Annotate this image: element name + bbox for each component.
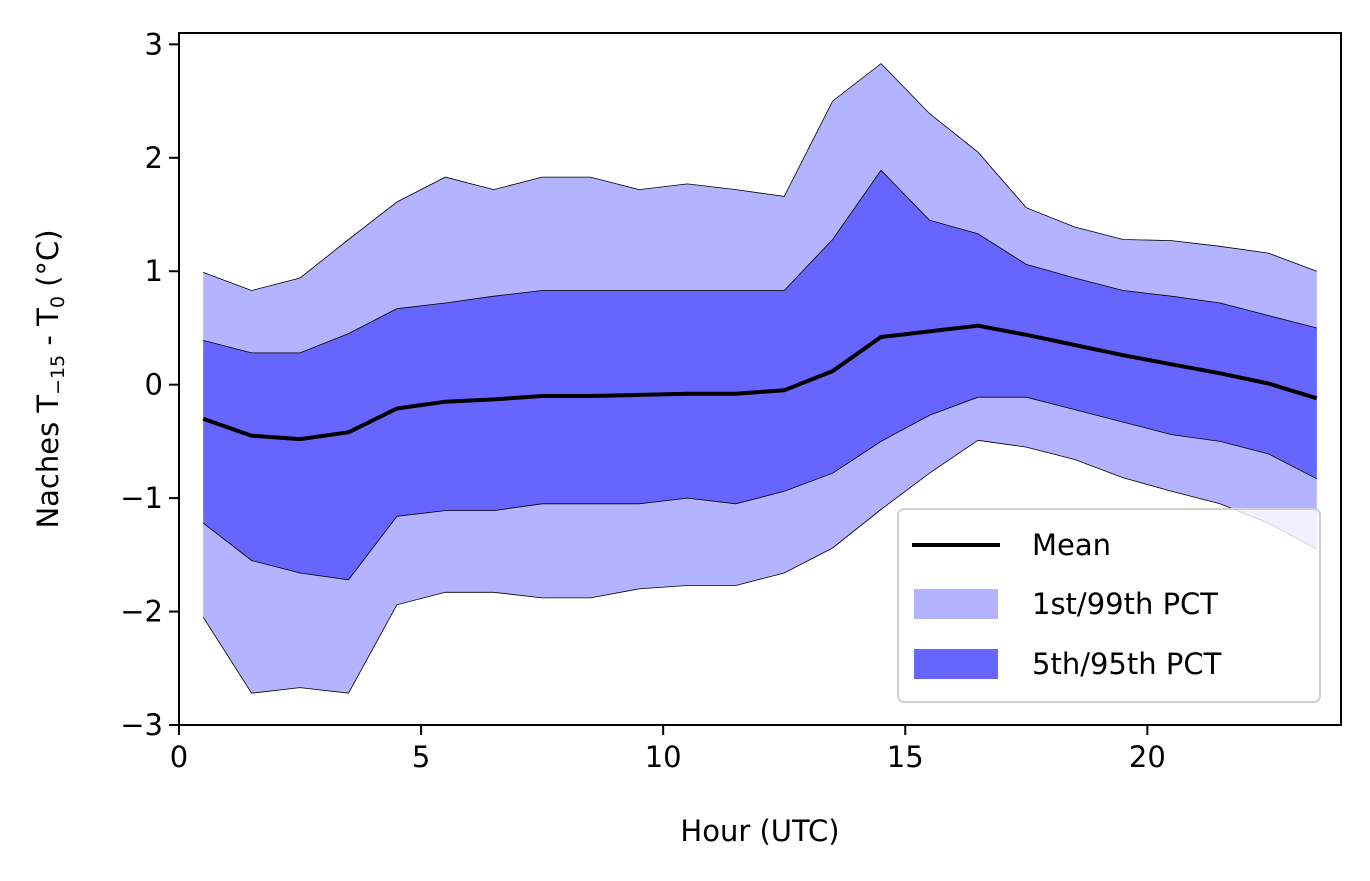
y-axis-label-sub1: −15 [47, 355, 69, 395]
y-tick-label: −1 [120, 481, 163, 515]
legend: Mean 1st/99th PCT 5th/95th PCT [897, 508, 1321, 703]
band-5th-95th-lower-edge [202, 396, 1317, 581]
y-tick-label: 2 [145, 141, 163, 175]
x-tick-label: 15 [887, 740, 924, 774]
band-5th-95th-pct [203, 170, 1317, 580]
x-tick-label: 0 [170, 740, 188, 774]
legend-item-mean-label: Mean [1032, 528, 1111, 562]
x-tick-label: 20 [1129, 740, 1166, 774]
x-axis: 0 5 10 15 20 [170, 725, 1166, 774]
legend-item-5th-95th-pct-label: 5th/95th PCT [1032, 647, 1222, 681]
y-axis-label: Naches T−15 - T0 (°C) [31, 229, 69, 528]
y-tick-label: 0 [145, 368, 163, 402]
y-axis-label-sub2: 0 [47, 296, 69, 308]
y-axis-label-prefix: Naches T [31, 395, 65, 529]
legend-item-1st-99th-pct-label: 1st/99th PCT [1032, 587, 1218, 621]
y-tick-label: 1 [145, 254, 163, 288]
y-tick-label: −3 [120, 708, 163, 742]
band-1st-99th-lower-edge [202, 439, 1317, 694]
band-1st-99th-upper-edge [203, 63, 1317, 291]
plot-area [202, 63, 1318, 694]
y-tick-label: −2 [120, 595, 163, 629]
x-tick-label: 5 [412, 740, 430, 774]
y-axis-label-suffix: (°C) [31, 229, 65, 296]
y-axis: −3 −2 −1 0 1 2 3 [120, 27, 179, 742]
x-tick-label: 10 [645, 740, 682, 774]
y-tick-label: 3 [145, 27, 163, 61]
y-axis-label-mid: - T [31, 308, 65, 355]
x-axis-label: Hour (UTC) [680, 814, 839, 848]
band-5th-95th-upper-edge [203, 169, 1317, 354]
legend-item-1st-99th-pct-swatch [914, 589, 998, 619]
legend-box [897, 508, 1321, 703]
series-mean-line [202, 323, 1318, 442]
plot-frame [178, 32, 1342, 726]
legend-item-5th-95th-pct-swatch [914, 649, 998, 679]
